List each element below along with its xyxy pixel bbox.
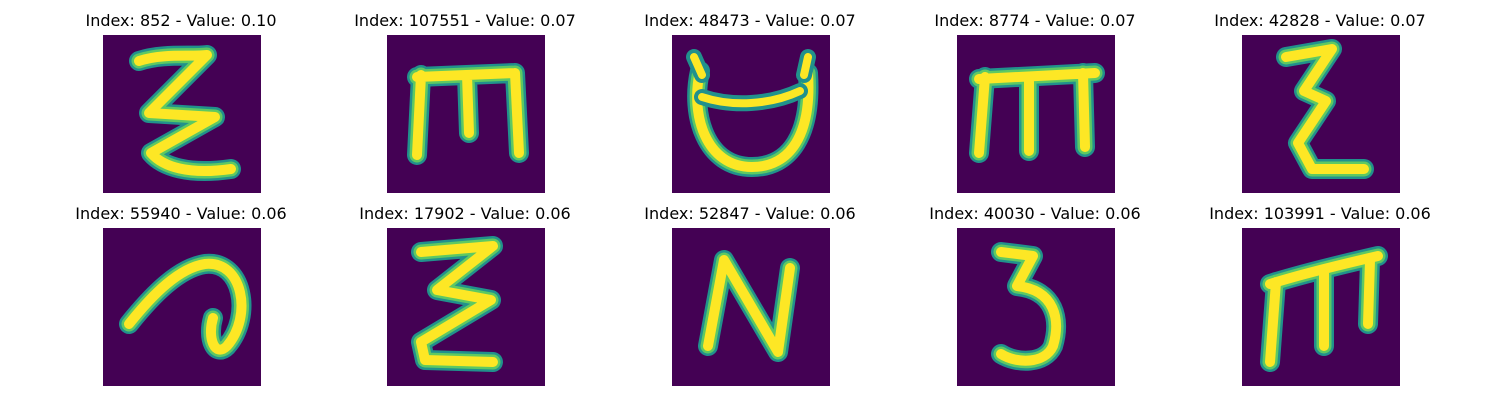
- glyph-image: [1242, 35, 1400, 193]
- glyph-image: [672, 35, 830, 193]
- panel-title: Index: 17902 - Value: 0.06: [359, 204, 571, 223]
- grid-cell: Index: 48473 - Value: 0.07: [630, 11, 870, 201]
- panel-title: Index: 107551 - Value: 0.07: [354, 11, 576, 30]
- panel-title: Index: 55940 - Value: 0.06: [75, 204, 287, 223]
- grid-cell: Index: 40030 - Value: 0.06: [915, 204, 1155, 394]
- glyph-image: [672, 228, 830, 386]
- grid-cell: Index: 42828 - Value: 0.07: [1200, 11, 1440, 201]
- grid-cell: Index: 8774 - Value: 0.07: [915, 11, 1155, 201]
- grid-cell: Index: 107551 - Value: 0.07: [345, 11, 585, 201]
- panel-title: Index: 42828 - Value: 0.07: [1214, 11, 1426, 30]
- glyph-image: [387, 228, 545, 386]
- grid-cell: Index: 17902 - Value: 0.06: [345, 204, 585, 394]
- panel-title: Index: 852 - Value: 0.10: [85, 11, 277, 30]
- glyph-image: [103, 35, 261, 193]
- glyph-image: [957, 228, 1115, 386]
- glyph-image: [957, 35, 1115, 193]
- grid-cell: Index: 55940 - Value: 0.06: [61, 204, 301, 394]
- grid-cell: Index: 852 - Value: 0.10: [61, 11, 301, 201]
- panel-title: Index: 103991 - Value: 0.06: [1209, 204, 1431, 223]
- glyph-image: [1242, 228, 1400, 386]
- panel-title: Index: 52847 - Value: 0.06: [644, 204, 856, 223]
- panel-title: Index: 48473 - Value: 0.07: [644, 11, 856, 30]
- glyph-image: [103, 228, 261, 386]
- panel-title: Index: 8774 - Value: 0.07: [934, 11, 1136, 30]
- grid-cell: Index: 52847 - Value: 0.06: [630, 204, 870, 394]
- grid-cell: Index: 103991 - Value: 0.06: [1200, 204, 1440, 394]
- glyph-image: [387, 35, 545, 193]
- panel-title: Index: 40030 - Value: 0.06: [929, 204, 1141, 223]
